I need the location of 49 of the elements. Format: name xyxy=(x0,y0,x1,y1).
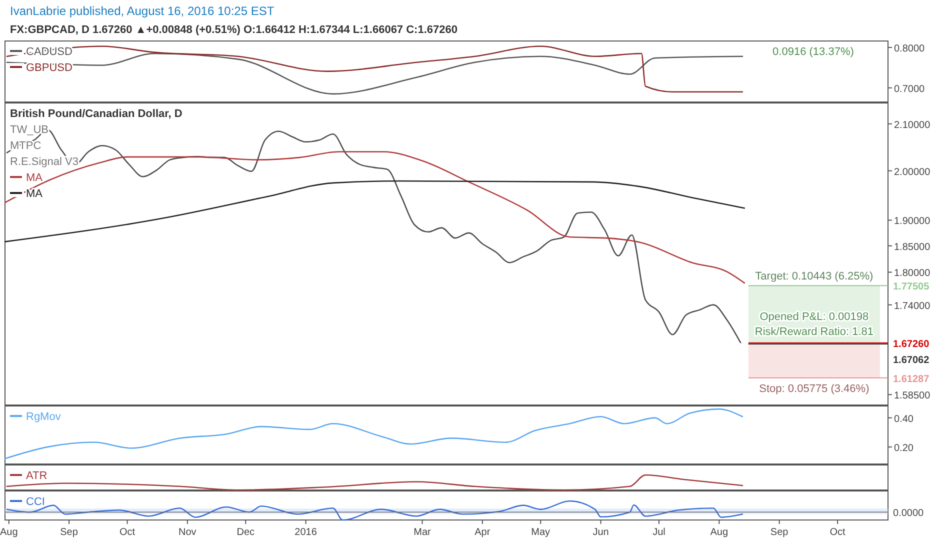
line-series xyxy=(6,46,744,93)
legend-label: MA xyxy=(26,188,44,200)
band-label: Stop: 0.05775 (3.46%) xyxy=(759,382,870,395)
x-tick-label: May xyxy=(531,527,550,538)
y-tick-label: 2.10000 xyxy=(894,120,931,131)
x-tick-label: Dec xyxy=(236,527,255,538)
chart-title: IvanLabrie published, August 16, 2016 10:25 EST xyxy=(10,4,275,18)
y-tick-label: 0.7000 xyxy=(894,84,926,95)
legend-label: MA xyxy=(26,172,44,184)
x-tick-label: Aug xyxy=(0,527,18,538)
band-label: Target: 0.10443 (6.25%) xyxy=(755,270,874,283)
ref-line-label: 1.61287 xyxy=(893,374,930,385)
y-tick-label: 0.8000 xyxy=(894,43,926,54)
y-tick-label: 0.40 xyxy=(894,414,914,425)
legend-label: RgMov xyxy=(26,411,62,423)
y-tick-label: 2.00000 xyxy=(894,166,931,178)
line-series xyxy=(4,408,744,460)
ref-line-label: 1.67062 xyxy=(893,354,930,366)
x-tick-label: Aug xyxy=(710,527,728,538)
ref-line-label: 1.77505 xyxy=(893,282,930,293)
legend-label: GBPUSD xyxy=(26,62,73,74)
x-tick-label: Oct xyxy=(830,527,846,538)
x-tick-label: 2016 xyxy=(294,527,318,538)
x-tick-label: Mar xyxy=(414,527,432,538)
annotation: Risk/Reward Ratio: 1.81 xyxy=(754,326,874,338)
x-tick-label: Jun xyxy=(592,527,609,538)
ref-line-label: 0.0000 xyxy=(893,508,924,520)
x-tick-label: Sep xyxy=(60,527,78,538)
annotation: Opened P&L: 0.00198 xyxy=(760,310,869,323)
x-tick-label: Nov xyxy=(178,527,196,538)
y-tick-label: 1.80000 xyxy=(894,268,931,280)
legend-label: CCI xyxy=(26,496,45,508)
y-tick-label: 1.58500 xyxy=(894,390,931,402)
y-tick-label: 1.74000 xyxy=(894,300,931,312)
line-series xyxy=(4,151,746,284)
ref-line-label: 1.67260 xyxy=(893,338,930,350)
annotation: TW_UB xyxy=(10,124,48,136)
y-tick-label: 0.20 xyxy=(894,442,914,454)
annotation: 0.0916 (13.37%) xyxy=(772,46,854,58)
y-tick-label: 1.90000 xyxy=(894,216,931,228)
x-tick-label: Oct xyxy=(119,527,136,538)
chart-subtitle: FX:GBPCAD, D 1.67260 ▲+0.00848 (+0.51%) O:1.66412 H:1.67344 L:1.66067 C:1.67260 xyxy=(10,24,458,36)
legend-label: ATR xyxy=(26,470,48,482)
x-tick-label: Apr xyxy=(474,527,491,538)
y-tick-label: 1.85000 xyxy=(894,242,931,253)
x-tick-label: Jul xyxy=(652,527,666,538)
chart-title: British Pound/Canadian Dollar, D xyxy=(10,108,182,120)
x-tick-label: Sep xyxy=(770,527,789,538)
line-series xyxy=(4,180,746,242)
